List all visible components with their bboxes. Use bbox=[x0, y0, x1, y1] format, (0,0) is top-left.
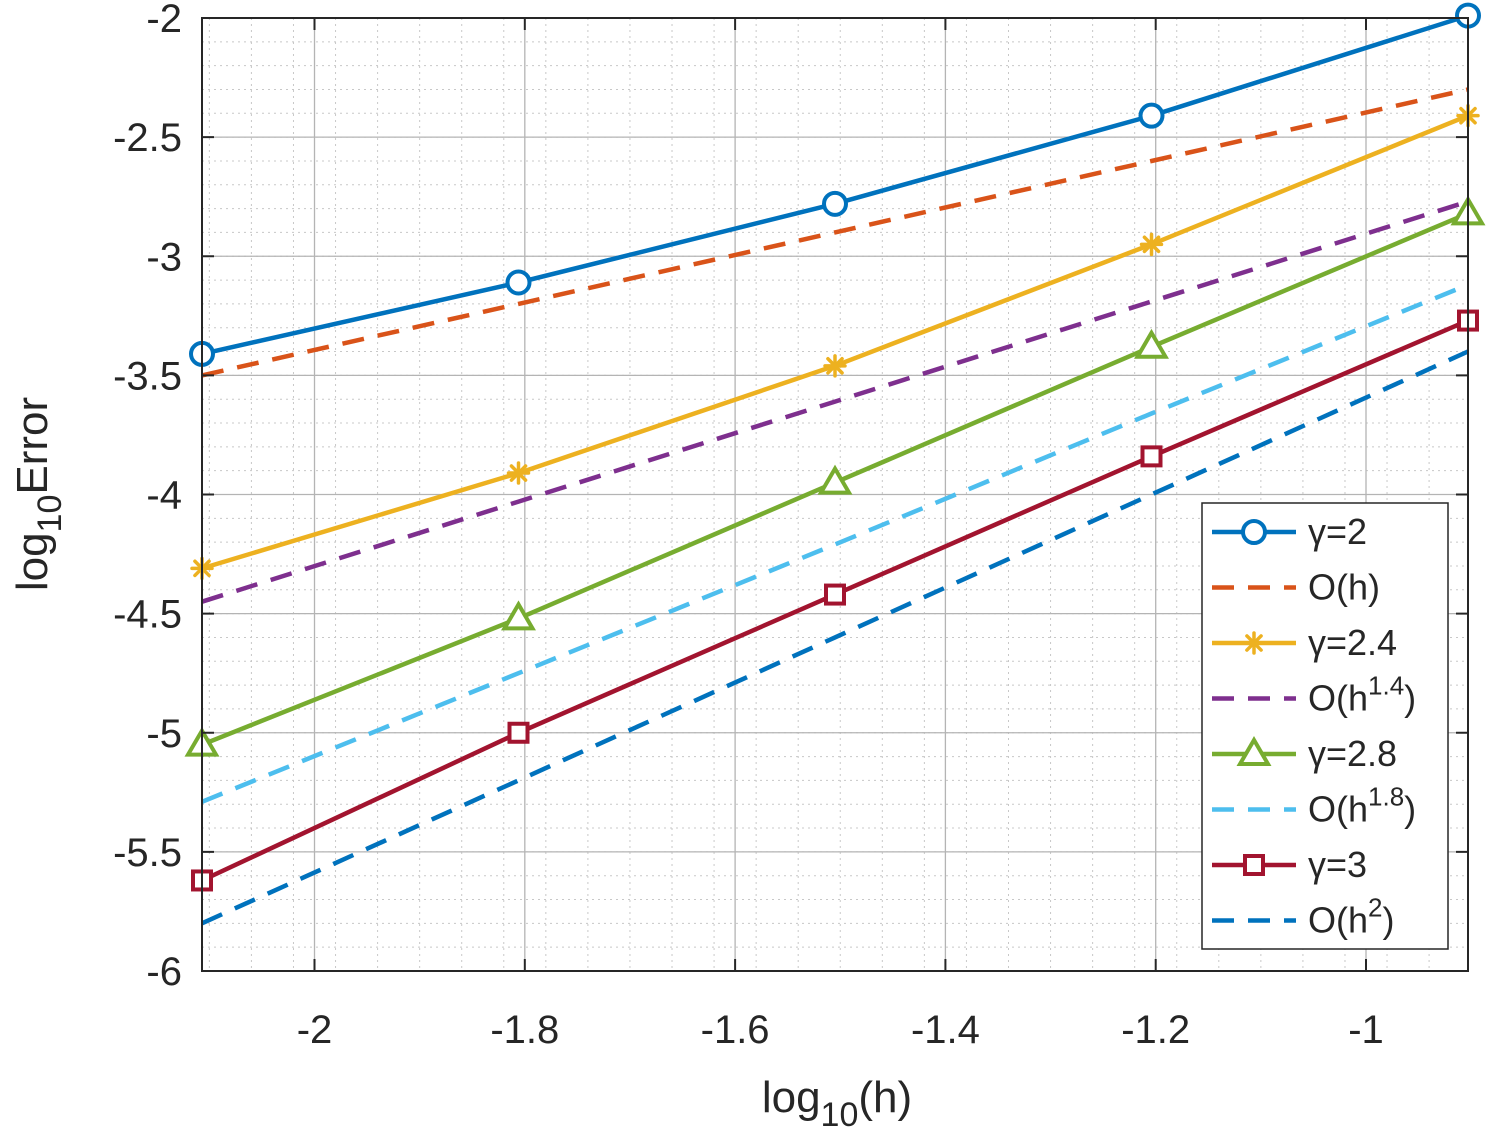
legend-entry-o-h-1-8: O(h1.8) bbox=[1212, 782, 1416, 830]
data-point bbox=[1134, 328, 1169, 359]
data-point bbox=[1139, 232, 1164, 257]
series-line bbox=[201, 87, 1469, 378]
legend-label: O(h1.8) bbox=[1308, 782, 1416, 830]
legend-marker bbox=[1242, 631, 1266, 655]
y-tick-label: -3 bbox=[146, 235, 182, 279]
legend-entry-o-h-1-4: O(h1.4) bbox=[1212, 671, 1416, 719]
legend-label: γ=2.8 bbox=[1308, 733, 1397, 774]
legend-marker bbox=[1241, 519, 1267, 545]
x-axis-label: log10(h) bbox=[762, 1073, 912, 1134]
ticks-layer: -2 -1.8 -1.6 -1.4 -1.2 -1 -6 -5.5 -5 -4.5 -4 -3.5 -3… bbox=[113, 0, 1468, 1052]
series-o-h-2 bbox=[201, 349, 1469, 926]
asterisk-stroke bbox=[1245, 634, 1263, 652]
legend-entry-o-h: O(h) bbox=[1212, 567, 1380, 608]
series-o-h-1-8 bbox=[201, 282, 1469, 804]
y-tick-label: -5 bbox=[146, 712, 182, 756]
asterisk-stroke bbox=[509, 464, 528, 482]
x-tick-label: -1.4 bbox=[911, 1008, 980, 1052]
series-line bbox=[201, 349, 1469, 926]
legend-entry-o-h-2: O(h2) bbox=[1212, 893, 1394, 941]
legend-entry-gamma-3: γ=3 bbox=[1212, 844, 1367, 885]
series-line bbox=[201, 282, 1469, 804]
y-tick-label: -6 bbox=[146, 950, 182, 994]
y-tick-label: -3.5 bbox=[113, 354, 182, 398]
data-point bbox=[822, 190, 848, 217]
legend-label: γ=3 bbox=[1308, 844, 1367, 885]
data-point bbox=[507, 721, 530, 744]
series-gamma-2 bbox=[189, 2, 1481, 367]
data-point bbox=[817, 464, 853, 495]
data-point bbox=[1138, 102, 1165, 129]
legend-marker bbox=[1243, 854, 1265, 876]
x-tick-label: -1 bbox=[1348, 1008, 1384, 1052]
y-axis-label: log10Error bbox=[8, 397, 69, 591]
series-gamma-2-8 bbox=[184, 195, 1486, 757]
series-layer bbox=[184, 2, 1486, 926]
x-tick-label: -1.8 bbox=[490, 1008, 559, 1052]
y-tick-label: -5.5 bbox=[113, 831, 182, 875]
y-tick-label: -4 bbox=[146, 474, 182, 518]
y-tick-label: -2.5 bbox=[113, 116, 182, 160]
legend-entry-gamma-2: γ=2 bbox=[1212, 511, 1367, 552]
series-o-h bbox=[201, 87, 1469, 378]
data-point bbox=[505, 269, 532, 296]
series-o-h-1-4 bbox=[201, 199, 1469, 604]
asterisk-stroke bbox=[826, 357, 844, 375]
legend-label: O(h2) bbox=[1308, 893, 1394, 941]
data-point bbox=[824, 583, 846, 606]
series-line bbox=[201, 199, 1469, 604]
legend-label: O(h1.4) bbox=[1308, 671, 1416, 719]
y-tick-label: -4.5 bbox=[113, 593, 182, 637]
legend-entry-gamma-2-8: γ=2.8 bbox=[1212, 733, 1397, 774]
x-tick-label: -1.6 bbox=[701, 1008, 770, 1052]
legend-entry-gamma-2-4: γ=2.4 bbox=[1212, 622, 1397, 663]
legend-marker bbox=[1236, 736, 1272, 766]
data-point bbox=[501, 600, 536, 631]
y-tick-label: -2 bbox=[146, 0, 182, 41]
x-tick-label: -2 bbox=[297, 1008, 333, 1052]
x-tick-label: -1.2 bbox=[1121, 1008, 1190, 1052]
legend-label: O(h) bbox=[1308, 567, 1380, 608]
data-point bbox=[823, 354, 847, 378]
asterisk-stroke bbox=[1142, 235, 1161, 254]
legend-label: γ=2.4 bbox=[1308, 622, 1397, 663]
data-point bbox=[506, 461, 531, 485]
data-point bbox=[1140, 445, 1163, 468]
legend: γ=2 O(h) γ=2.4 O(h1.4) γ=2.8 O(h1.8) γ=3 O(h2) bbox=[1201, 502, 1449, 950]
legend-label: γ=2 bbox=[1308, 511, 1367, 552]
